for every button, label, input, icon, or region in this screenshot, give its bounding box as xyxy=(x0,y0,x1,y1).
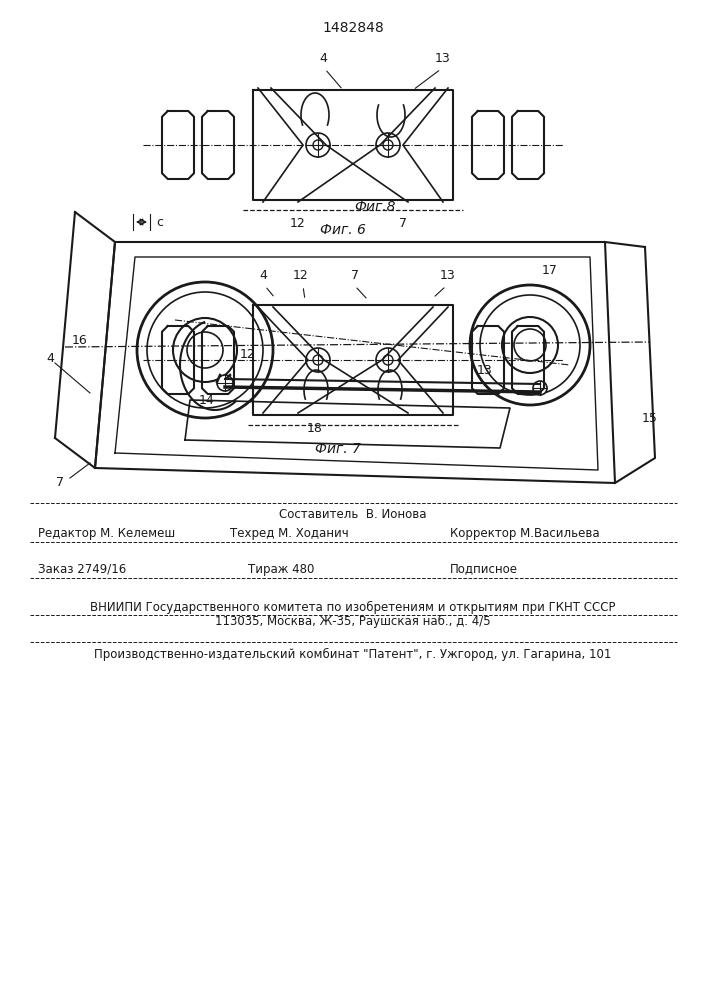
Text: 17: 17 xyxy=(542,263,558,276)
Text: 4: 4 xyxy=(259,269,267,282)
Text: Тираж 480: Тираж 480 xyxy=(248,562,315,576)
Text: 12: 12 xyxy=(240,349,256,361)
Text: 4: 4 xyxy=(46,352,54,364)
Text: 7: 7 xyxy=(399,217,407,230)
Text: 16: 16 xyxy=(72,334,88,347)
Circle shape xyxy=(533,381,547,395)
Text: Производственно-издательский комбинат "Патент", г. Ужгород, ул. Гагарина, 101: Производственно-издательский комбинат "П… xyxy=(94,647,612,661)
Text: 7: 7 xyxy=(56,477,64,489)
Text: 12: 12 xyxy=(290,217,306,230)
Text: Техред М. Ходанич: Техред М. Ходанич xyxy=(230,526,349,540)
Text: 14: 14 xyxy=(199,394,215,408)
Text: Корректор М.Васильева: Корректор М.Васильева xyxy=(450,526,600,540)
Text: Редактор М. Келемеш: Редактор М. Келемеш xyxy=(38,526,175,540)
Text: 7: 7 xyxy=(351,269,359,282)
Text: ВНИИПИ Государственного комитета по изобретениям и открытиям при ГКНТ СССР: ВНИИПИ Государственного комитета по изоб… xyxy=(90,600,616,614)
Text: Подписное: Подписное xyxy=(450,562,518,576)
Text: Фиг. 6: Фиг. 6 xyxy=(320,223,366,237)
Text: Заказ 2749/16: Заказ 2749/16 xyxy=(38,562,127,576)
Text: 113035, Москва, Ж-35, Раушская наб., д. 4/5: 113035, Москва, Ж-35, Раушская наб., д. … xyxy=(215,614,491,628)
Text: Составитель  В. Ионова: Составитель В. Ионова xyxy=(279,508,427,522)
Text: 13: 13 xyxy=(477,363,493,376)
Text: 12: 12 xyxy=(293,269,309,282)
Text: 15: 15 xyxy=(642,412,658,424)
Text: 1482848: 1482848 xyxy=(322,21,384,35)
Text: Фиг. 7: Фиг. 7 xyxy=(315,442,361,456)
Text: 13: 13 xyxy=(435,52,451,65)
Text: 18: 18 xyxy=(307,422,323,434)
Text: c: c xyxy=(156,216,163,229)
Text: 4: 4 xyxy=(319,52,327,65)
Text: Фиг.8: Фиг.8 xyxy=(354,200,396,214)
Circle shape xyxy=(217,375,233,391)
Text: 13: 13 xyxy=(440,269,456,282)
